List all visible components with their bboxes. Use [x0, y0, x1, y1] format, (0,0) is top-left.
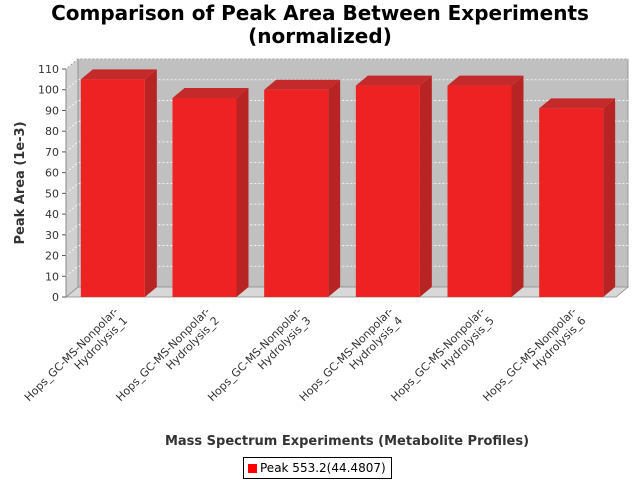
bar-top [80, 69, 157, 80]
y-tick-label: 30 [45, 229, 59, 242]
y-tick-label: 40 [45, 208, 59, 221]
y-tick-label: 70 [45, 146, 59, 159]
bar-side [144, 69, 157, 297]
legend-swatch [248, 464, 257, 473]
bar [80, 79, 145, 297]
x-tick-label: Hops_GC-MS-Nonpolar-Hydrolysis_3 [205, 305, 313, 413]
x-tick-label: Hops_GC-MS-Nonpolar-Hydrolysis_1 [22, 305, 130, 413]
gridline [65, 100, 628, 111]
x-tick-label-line: Hops_GC-MS-Nonpolar- [389, 305, 488, 404]
bar-top [539, 98, 616, 109]
y-tick-label: 110 [38, 63, 59, 76]
legend-label: Peak 553.2(44.4807) [260, 461, 386, 475]
gridline [65, 58, 628, 70]
gridline [65, 224, 628, 236]
gridline [65, 79, 628, 91]
bar-side [328, 79, 341, 298]
bar [355, 85, 420, 297]
x-tick-label: Hops_GC-MS-Nonpolar-Hydrolysis_2 [114, 305, 222, 413]
x-axis-label: Mass Spectrum Experiments (Metabolite Pr… [165, 434, 529, 449]
x-tick-label: Hops_GC-MS-Nonpolar-Hydrolysis_5 [389, 305, 497, 413]
x-tick-label-line: Hops_GC-MS-Nonpolar- [114, 305, 213, 404]
y-tick-label: 50 [45, 187, 59, 200]
bar [172, 98, 237, 297]
y-tick-label: 80 [45, 125, 59, 138]
x-tick-label-line: Hops_GC-MS-Nonpolar- [480, 305, 579, 404]
gridline [65, 120, 628, 132]
x-tick-label: Hops_GC-MS-Nonpolar-Hydrolysis_4 [297, 305, 405, 413]
x-tick-label: Hops_GC-MS-Nonpolar-Hydrolysis_6 [480, 305, 588, 413]
y-tick-label: 10 [45, 270, 59, 283]
y-tick-label: 100 [38, 84, 59, 97]
gridline [65, 203, 628, 215]
y-tick-label: 90 [45, 104, 59, 117]
legend: Peak 553.2(44.4807) [243, 457, 392, 479]
bar-side [419, 75, 432, 297]
gridline [65, 141, 628, 153]
bar-side [603, 98, 616, 297]
plot-left-wall [65, 58, 79, 298]
bar-top [447, 75, 524, 86]
bar [447, 85, 512, 297]
bar [539, 108, 604, 297]
bar-top [172, 88, 249, 99]
chart-title: Comparison of Peak Area Between Experime… [0, 2, 640, 48]
bar-side [236, 88, 249, 297]
bar-top [264, 79, 341, 90]
y-tick-label: 60 [45, 167, 59, 180]
bar-side [511, 75, 524, 297]
x-tick-label-line: Hops_GC-MS-Nonpolar- [297, 305, 396, 404]
chart-title-line-1: Comparison of Peak Area Between Experime… [51, 1, 589, 25]
gridline [65, 162, 628, 173]
gridline [65, 245, 628, 256]
bar [264, 89, 329, 298]
bar-top [355, 75, 432, 86]
gridline [65, 265, 628, 277]
y-axis-label: Peak Area (1e-3) [13, 121, 28, 244]
x-tick-label-line: Hops_GC-MS-Nonpolar- [205, 305, 304, 404]
chart-title-line-2: (normalized) [248, 24, 392, 48]
y-tick-label: 20 [45, 250, 59, 263]
x-tick-label-line: Hops_GC-MS-Nonpolar- [22, 305, 121, 404]
gridline [65, 182, 628, 194]
y-tick-label: 0 [52, 291, 59, 304]
